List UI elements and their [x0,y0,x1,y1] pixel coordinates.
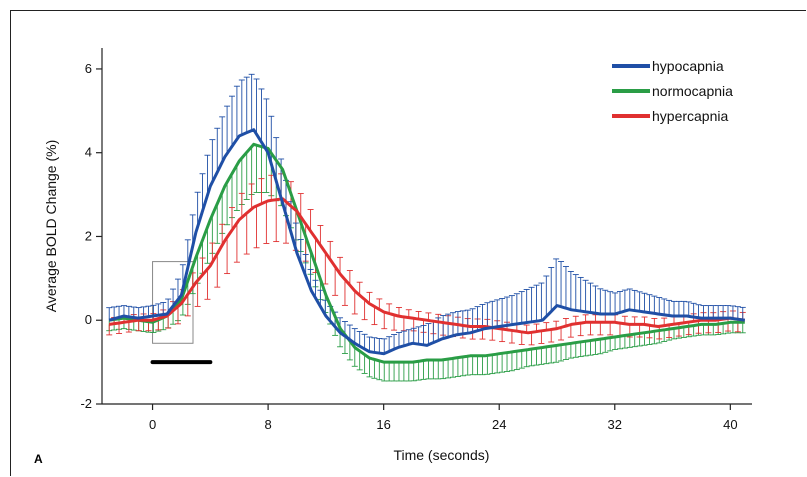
panel-label: A [34,452,43,466]
x-tick-label: 8 [264,417,271,432]
y-tick-label: 0 [85,312,92,327]
figure-frame [10,10,806,476]
x-tick-label: 40 [723,417,737,432]
error-bars-hypocapnia [106,73,746,354]
x-tick-label: 24 [492,417,506,432]
legend-label-hypercapnia: hypercapnia [652,108,728,124]
series-line-hypercapnia [108,197,746,335]
series-line-hypocapnia [108,128,746,356]
legend: hypocapnia normocapnia hypercapnia [612,58,733,124]
x-tick-label: 32 [608,417,622,432]
series-lines [108,128,746,364]
error-bars [106,73,746,382]
roi-box [152,261,194,344]
y-axis-label: Average BOLD Change (%) [43,140,59,313]
y-tick-label: 2 [85,228,92,243]
y-tick-label: -2 [80,396,92,411]
y-tick-label: 6 [85,61,92,76]
legend-label-normocapnia: normocapnia [652,83,733,99]
x-tick-label: 0 [149,417,156,432]
series-line-normocapnia [108,142,745,364]
x-axis-label: Time (seconds) [393,447,489,463]
legend-label-hypocapnia: hypocapnia [652,58,724,74]
x-tick-label: 16 [376,417,390,432]
y-tick-label: 4 [85,145,92,160]
